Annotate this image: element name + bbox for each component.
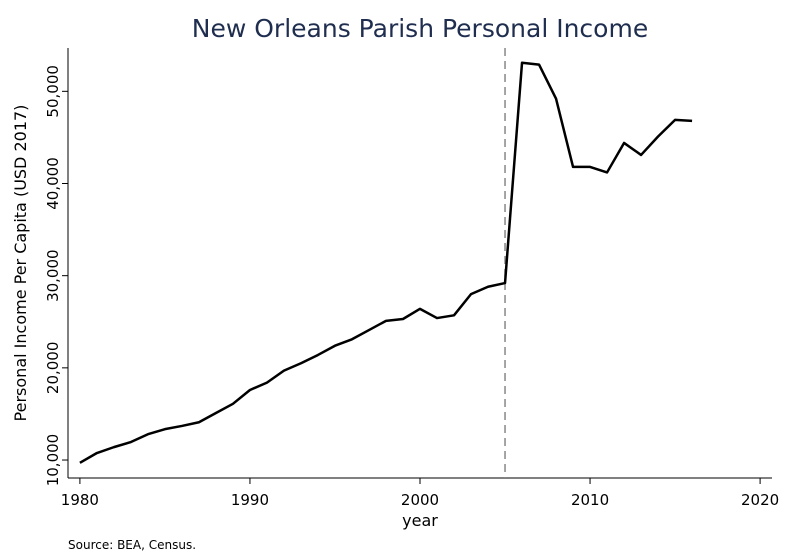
y-tick-label: 40,000 bbox=[44, 157, 62, 210]
y-tick-label: 50,000 bbox=[44, 65, 62, 118]
x-axis-label: year bbox=[402, 511, 438, 530]
chart-title: New Orleans Parish Personal Income bbox=[192, 14, 648, 43]
x-tick-label: 1990 bbox=[231, 491, 269, 509]
x-tick-label: 2000 bbox=[401, 491, 439, 509]
y-tick-label: 30,000 bbox=[44, 249, 62, 302]
y-tick-label: 10,000 bbox=[44, 434, 62, 487]
y-axis-label: Personal Income Per Capita (USD 2017) bbox=[11, 105, 30, 422]
data-line bbox=[79, 61, 693, 464]
x-tick-label: 2020 bbox=[741, 491, 779, 509]
x-tick-label: 1980 bbox=[61, 491, 99, 509]
x-tick-label: 2010 bbox=[571, 491, 609, 509]
source-note: Source: BEA, Census. bbox=[68, 538, 196, 552]
y-tick-label: 20,000 bbox=[44, 342, 62, 395]
